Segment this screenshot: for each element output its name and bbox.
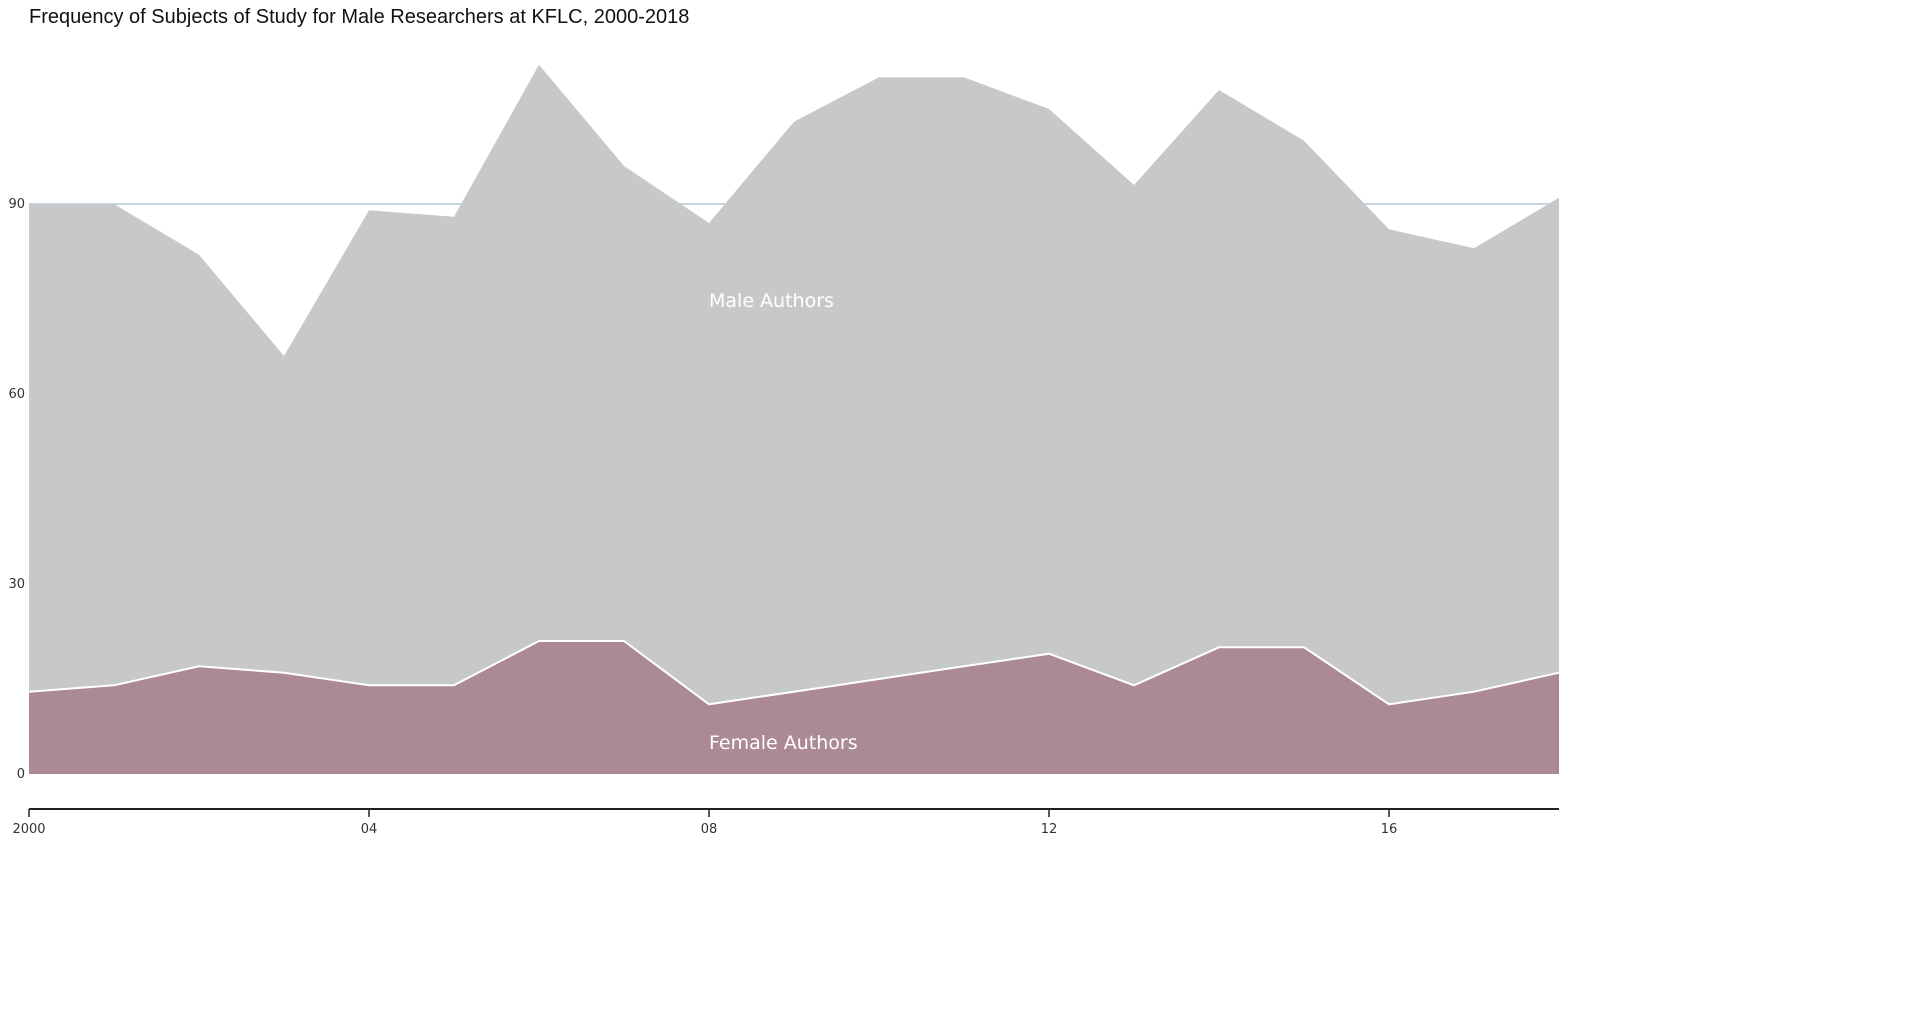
area-female-authors xyxy=(29,641,1559,774)
x-tick-label: 12 xyxy=(1041,822,1058,837)
series-label-female-authors: Female Authors xyxy=(709,732,858,754)
area-male-authors xyxy=(29,64,1559,705)
x-tick-label: 08 xyxy=(701,822,718,837)
area-labels: Female Authors Male Authors xyxy=(709,290,858,754)
y-axis: 0 30 60 90 xyxy=(8,197,25,782)
x-tick-label: 04 xyxy=(361,822,378,837)
x-axis: 2000 04 08 12 16 xyxy=(12,808,1559,837)
y-tick-label: 60 xyxy=(8,387,25,402)
chart-title: Frequency of Subjects of Study for Male … xyxy=(29,6,690,28)
y-tick-label: 0 xyxy=(17,767,25,782)
x-tick-label: 16 xyxy=(1381,822,1398,837)
y-tick-label: 90 xyxy=(8,197,25,212)
area-layer xyxy=(28,64,1560,774)
y-tick-label: 30 xyxy=(8,577,25,592)
x-tick-label: 2000 xyxy=(12,822,45,837)
series-label-male-authors: Male Authors xyxy=(709,290,834,312)
boundary-line-female-authors xyxy=(28,640,1560,706)
